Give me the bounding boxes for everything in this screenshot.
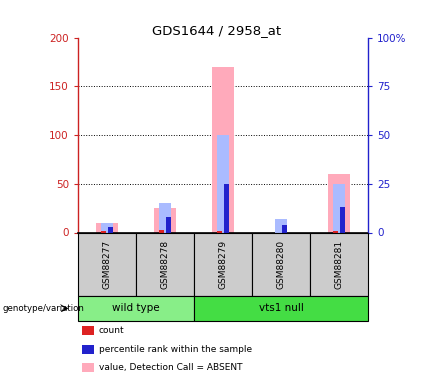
Text: value, Detection Call = ABSENT: value, Detection Call = ABSENT <box>99 363 242 372</box>
Text: GSM88280: GSM88280 <box>277 240 285 289</box>
Bar <box>275 219 287 232</box>
Text: GSM88277: GSM88277 <box>103 240 111 289</box>
Bar <box>216 231 223 232</box>
Bar <box>333 184 345 232</box>
Bar <box>333 231 339 232</box>
Text: genotype/variation: genotype/variation <box>2 304 84 313</box>
Bar <box>100 231 107 232</box>
Text: GSM88281: GSM88281 <box>335 240 343 289</box>
Bar <box>159 203 171 232</box>
Bar <box>107 226 113 232</box>
Text: GSM88279: GSM88279 <box>219 240 227 289</box>
Text: GDS1644 / 2958_at: GDS1644 / 2958_at <box>152 24 281 38</box>
Text: GSM88278: GSM88278 <box>161 240 169 289</box>
Bar <box>212 67 234 232</box>
Bar <box>223 184 229 232</box>
Bar <box>101 223 113 232</box>
Bar <box>328 174 350 232</box>
Text: wild type: wild type <box>112 303 160 313</box>
Bar <box>217 135 229 232</box>
Bar <box>281 225 288 232</box>
Text: percentile rank within the sample: percentile rank within the sample <box>99 345 252 354</box>
Bar <box>165 217 171 232</box>
Text: vts1 null: vts1 null <box>259 303 304 313</box>
Bar <box>158 230 165 232</box>
Bar <box>339 207 346 232</box>
Bar <box>96 223 118 232</box>
Text: count: count <box>99 326 124 335</box>
Bar <box>154 208 176 232</box>
